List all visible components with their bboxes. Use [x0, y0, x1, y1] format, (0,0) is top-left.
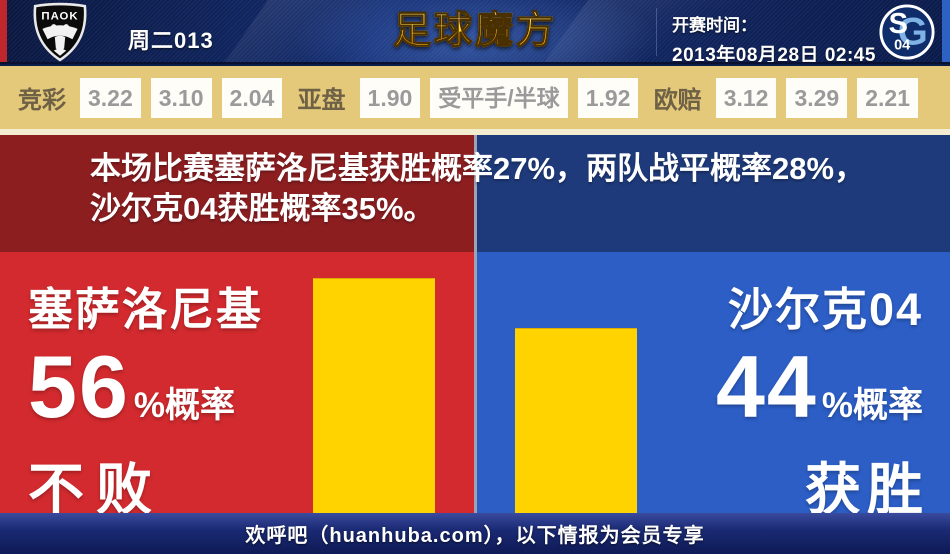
prediction-panel: 本场比赛塞萨洛尼基获胜概率27%，两队战平概率28%， 沙尔克04获胜概率35%…	[0, 135, 950, 513]
center-divider	[474, 135, 477, 513]
left-red-edge-strip	[0, 0, 7, 62]
odds-value-box: 2.04	[221, 77, 283, 118]
away-team-block: 沙尔克04 44 %概率 获胜	[716, 284, 923, 514]
odds-bar: 竞彩 3.22 3.10 2.04 亚盘 1.90 受平手/半球 1.92 欧赔…	[0, 66, 950, 129]
odds-value-box: 3.29	[786, 77, 848, 118]
header: ΠΑΟΚ 周二013 足球魔方 开赛时间： 2013年08月28日 02:45 …	[0, 0, 950, 64]
kickoff-time: 2013年08月28日 02:45	[672, 45, 876, 64]
svg-text:G: G	[898, 11, 928, 54]
home-team-block: 塞萨洛尼基 56 %概率 不败	[28, 284, 264, 514]
odds-value-box: 3.10	[150, 77, 212, 118]
away-team-name: 沙尔克04	[727, 284, 923, 335]
odds-value-box: 1.90	[359, 77, 421, 118]
odds-value-box: 3.22	[80, 77, 141, 118]
kickoff-label: 开赛时间：	[672, 16, 757, 35]
home-team-name: 塞萨洛尼基	[28, 284, 264, 335]
schalke-badge-s: S	[889, 8, 908, 40]
home-percent-row: 56 %概率	[28, 343, 263, 455]
schalke-team-badge-icon: G S 04	[877, 3, 937, 62]
odds-value-box: 3.12	[715, 77, 777, 118]
probability-summary: 本场比赛塞萨洛尼基获胜概率27%，两队战平概率28%， 沙尔克04获胜概率35%…	[90, 149, 910, 229]
home-percent-value: 56	[28, 337, 130, 436]
summary-line2: 沙尔克04获胜概率35%。	[90, 191, 435, 226]
away-percent-row: 44 %概率	[716, 343, 923, 455]
home-probability-bar	[313, 277, 435, 513]
footer-text: 欢呼吧（huanhuba.com），以下情报为会员专享	[245, 525, 705, 547]
away-percent-suffix: %概率	[821, 386, 923, 425]
odds-label: 竞彩	[18, 87, 66, 114]
away-percent-value: 44	[715, 337, 818, 436]
home-percent-suffix: %概率	[133, 386, 236, 425]
paok-team-badge-icon: ΠΑΟΚ	[24, 2, 96, 62]
kickoff-block: 开赛时间： 2013年08月28日 02:45	[672, 11, 876, 64]
site-logo-wrap: 足球魔方	[392, 10, 558, 52]
odds-group-yapan: 亚盘 1.90 受平手/半球 1.92	[297, 77, 639, 118]
right-blue-edge-strip	[942, 0, 950, 62]
odds-value-box: 1.92	[577, 77, 639, 118]
footer-bar: 欢呼吧（huanhuba.com），以下情报为会员专享	[0, 513, 950, 554]
summary-line1: 本场比赛塞萨洛尼基获胜概率27%，两队战平概率28%，	[90, 151, 866, 186]
away-probability-bar	[515, 328, 637, 513]
schalke-badge-num: 04	[894, 37, 910, 53]
odds-group-oupei: 欧赔 3.12 3.29 2.21	[653, 77, 918, 118]
site-logo: 足球魔方	[392, 10, 558, 52]
odds-value-box: 2.21	[857, 77, 918, 118]
odds-group-jingcai: 竞彩 3.22 3.10 2.04	[18, 77, 283, 118]
header-divider	[656, 8, 657, 56]
home-outcome: 不败	[28, 458, 164, 514]
separator-line	[0, 129, 950, 135]
odds-label: 欧赔	[653, 87, 702, 114]
match-code: 周二013	[128, 28, 214, 53]
odds-label: 亚盘	[297, 87, 346, 114]
away-outcome: 获胜	[805, 458, 929, 514]
odds-handicap-box: 受平手/半球	[430, 77, 568, 118]
paok-badge-text: ΠΑΟΚ	[41, 11, 78, 23]
